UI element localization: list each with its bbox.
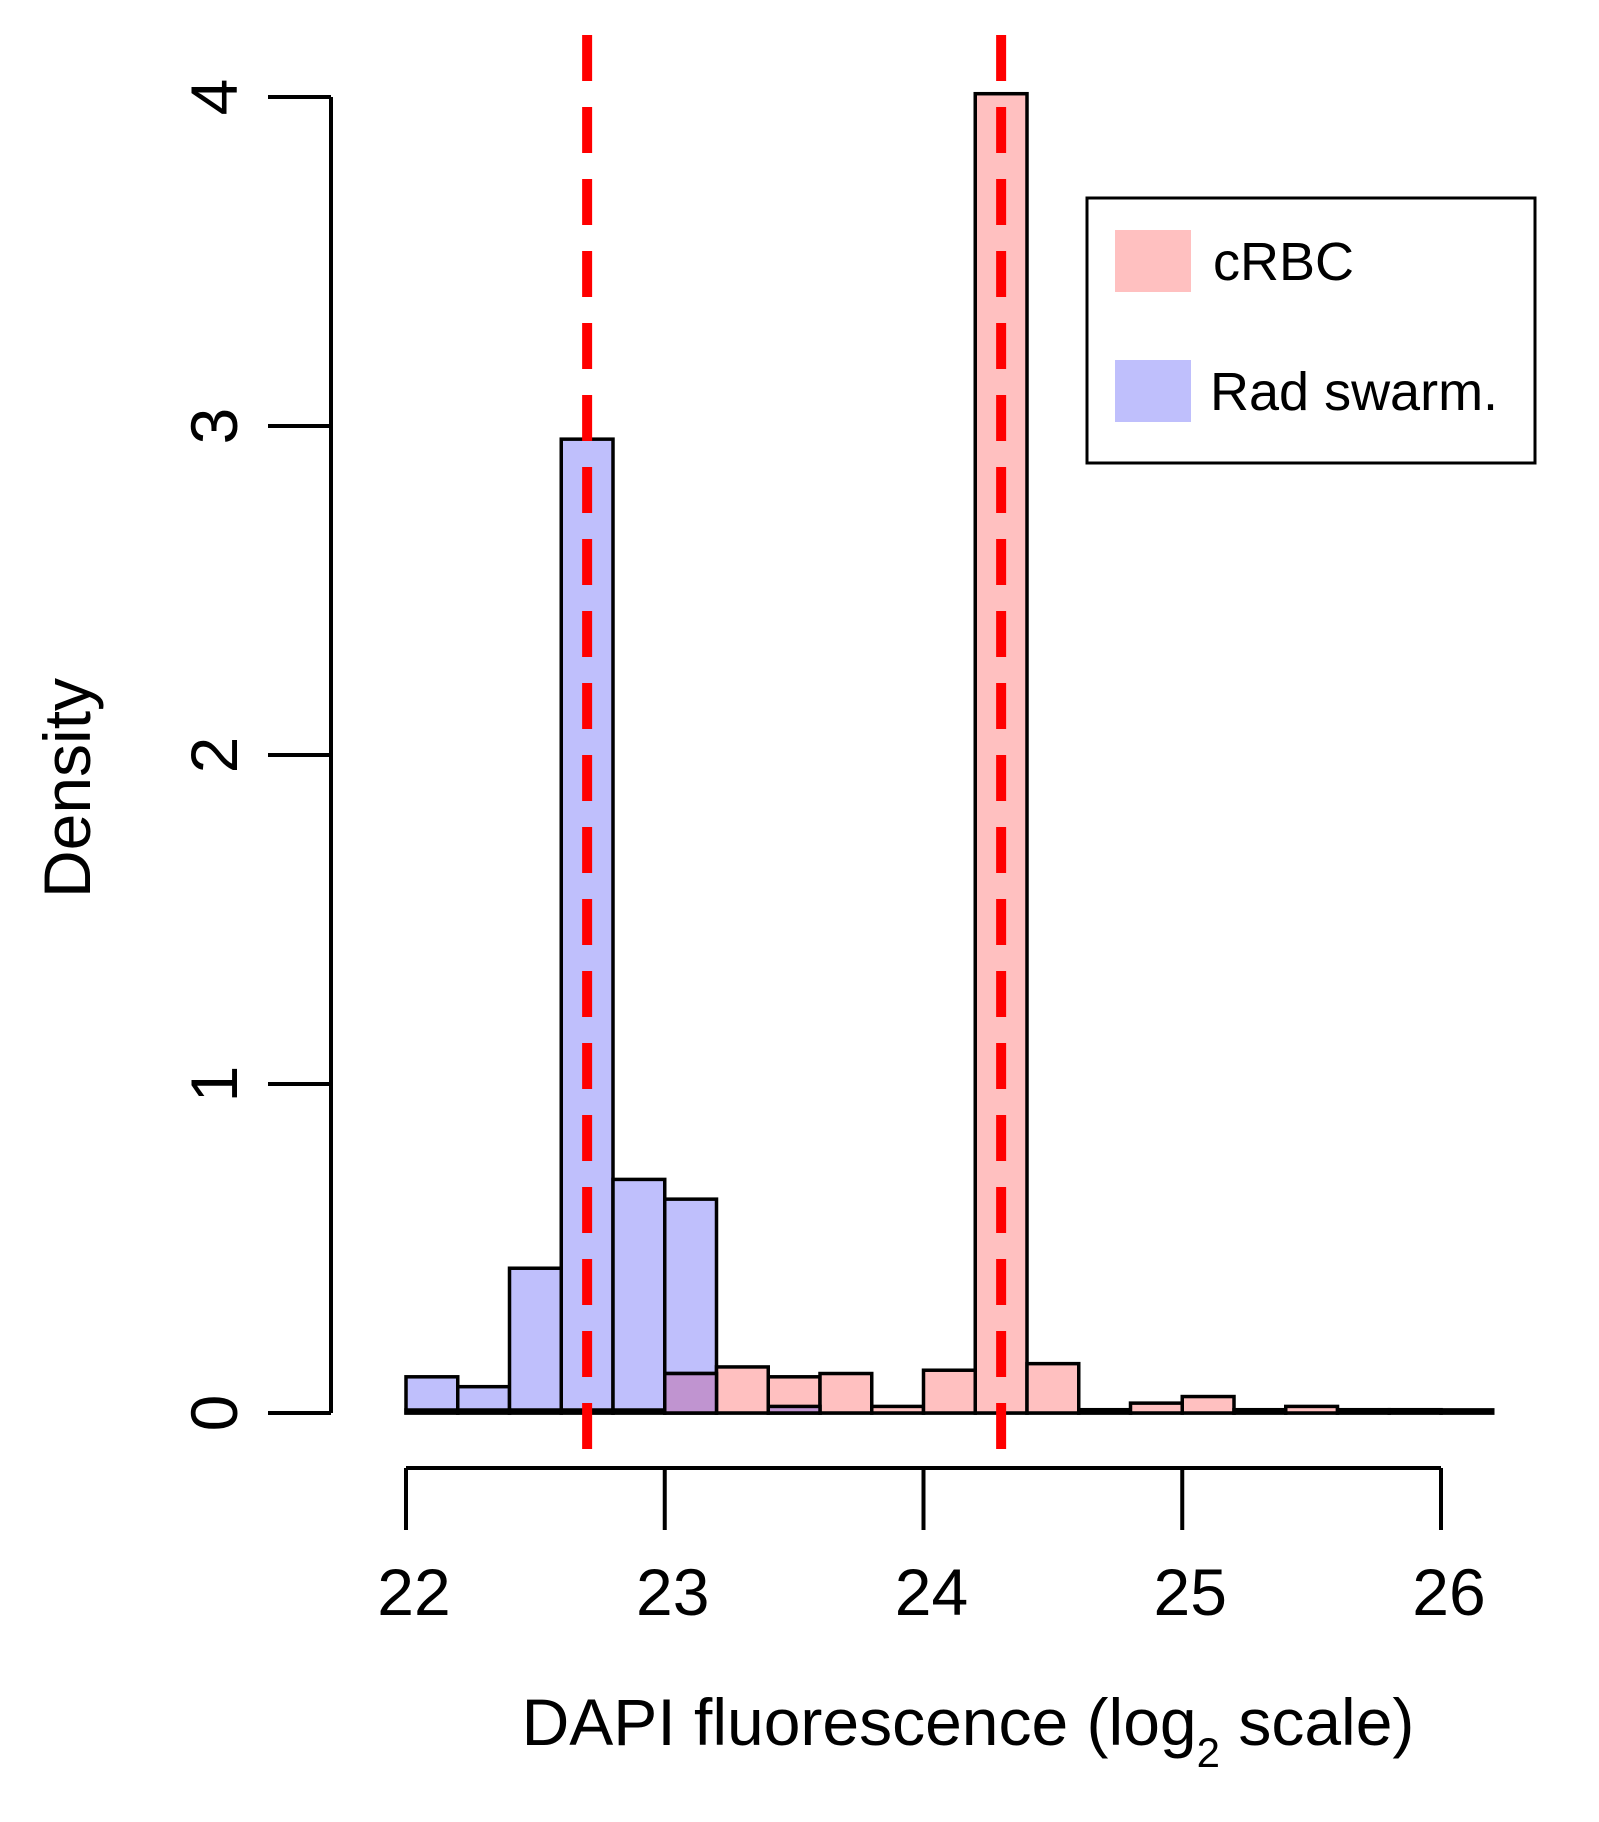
y-tick-label: 1	[177, 1066, 251, 1103]
legend-label-rad-swarm: Rad swarm.	[1210, 362, 1498, 422]
bar-rad-swarm	[404, 1375, 460, 1415]
bar-crbc	[1025, 1361, 1081, 1415]
bar-rad-swarm	[611, 1177, 667, 1415]
bar-crbc	[818, 1371, 874, 1415]
bar-crbc	[1232, 1407, 1288, 1415]
legend: cRBC Rad swarm.	[1085, 196, 1537, 465]
x-tick-label: 26	[1412, 1555, 1485, 1629]
bar-crbc	[921, 1368, 977, 1415]
bar-crbc	[404, 1408, 460, 1415]
x-tick-label: 24	[895, 1555, 968, 1629]
legend-swatch-rad-swarm	[1115, 360, 1191, 422]
legend-label-crbc: cRBC	[1213, 232, 1354, 292]
y-tick-label: 3	[177, 408, 251, 445]
bar-overlap	[766, 1404, 822, 1415]
bar-crbc	[1335, 1407, 1391, 1415]
bar-crbc	[714, 1365, 770, 1415]
bar-crbc	[1439, 1408, 1495, 1415]
bar-crbc	[1128, 1401, 1184, 1415]
y-axis-ticks: 0 1 2 3 4	[177, 79, 331, 1432]
y-tick-label: 2	[177, 737, 251, 774]
bar-overlap	[663, 1371, 719, 1415]
x-axis-ticks: 22 23 24 25 26	[377, 1468, 1486, 1629]
bar-crbc	[1284, 1404, 1340, 1415]
histogram-bars	[404, 91, 1495, 1415]
reference-lines	[582, 35, 1007, 1473]
bar-crbc	[1180, 1394, 1236, 1415]
bar-crbc	[1387, 1407, 1443, 1415]
bar-crbc	[1077, 1407, 1133, 1415]
x-tick-label: 22	[377, 1555, 450, 1629]
y-axis-title: Density	[30, 678, 104, 898]
x-tick-label: 25	[1154, 1555, 1227, 1629]
bar-rad-swarm	[507, 1266, 563, 1415]
x-axis-title-subscript: 2	[1197, 1729, 1220, 1776]
x-axis-title: DAPI fluorescence (log2 scale)	[522, 1685, 1415, 1776]
bar-crbc	[870, 1404, 926, 1415]
legend-swatch-crbc	[1115, 230, 1191, 292]
bar-crbc	[456, 1408, 512, 1415]
x-tick-label: 23	[636, 1555, 709, 1629]
bar-crbc	[611, 1408, 667, 1415]
y-tick-label: 4	[177, 79, 251, 116]
bar-crbc	[507, 1408, 563, 1415]
y-tick-label: 0	[177, 1395, 251, 1432]
